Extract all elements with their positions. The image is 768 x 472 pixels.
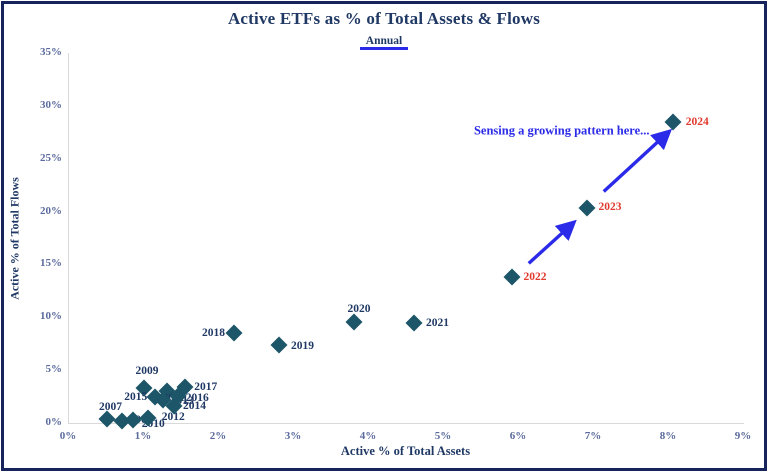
y-tick-label: 10% [40, 310, 62, 323]
data-point-label-2014: 2014 [183, 400, 206, 413]
data-point-label-2007: 2007 [99, 400, 122, 413]
data-point-2024 [664, 113, 682, 131]
y-tick-label: 5% [45, 363, 63, 376]
data-point-label-2015: 2015 [124, 390, 148, 403]
data-point-label-2022: 2022 [523, 271, 547, 284]
trend-arrow [527, 219, 577, 265]
data-point-label-2018: 2018 [202, 327, 225, 340]
x-tick-label: 2% [209, 430, 227, 442]
data-point-2023 [578, 199, 595, 217]
data-point-2021 [405, 314, 423, 332]
x-tick-label: 8% [659, 430, 677, 442]
data-point-label-2016: 2016 [185, 391, 209, 404]
trend-arrow [602, 128, 673, 193]
x-tick-label: 6% [509, 430, 527, 442]
data-point-label-2009: 2009 [135, 365, 159, 378]
chart-subtitle: Annual [359, 35, 409, 50]
data-point-2022 [503, 268, 520, 286]
data-point-2018 [225, 324, 243, 342]
chart-subtitle-wrap: Annual [0, 31, 768, 50]
x-tick-label: 0% [59, 430, 77, 442]
y-tick-label: 20% [40, 204, 62, 217]
x-axis-title: Active % of Total Assets [340, 444, 471, 458]
data-point-label-2023: 2023 [598, 201, 622, 214]
data-point-label-2024: 2024 [685, 115, 709, 128]
y-tick-label: 30% [40, 98, 62, 111]
x-tick-label: 3% [284, 430, 302, 442]
y-tick-label: 35% [40, 46, 62, 58]
data-point-label-2012: 2012 [161, 410, 185, 423]
x-tick-label: 7% [584, 430, 602, 442]
chart-title: Active ETFs as % of Total Assets & Flows [227, 9, 541, 28]
annotation-text: Sensing a growing pattern here... [473, 123, 650, 138]
x-tick-label: 9% [734, 430, 752, 442]
trend-arrows [527, 128, 673, 265]
x-tick-label: 4% [359, 430, 377, 442]
data-point-label-2020: 2020 [347, 302, 371, 315]
y-tick-label: 0% [45, 416, 63, 428]
data-point-label-2017: 2017 [194, 381, 218, 394]
data-point-label-2019: 2019 [291, 339, 314, 352]
data-point-label-2021: 2021 [426, 316, 449, 329]
y-tick-label: 15% [40, 257, 62, 270]
data-point-2019 [270, 336, 288, 354]
data-point-2020 [345, 313, 363, 330]
x-tick-label: 5% [434, 430, 452, 442]
x-tick-label: 1% [134, 430, 152, 442]
plot-area: Sensing a growing pattern here... 2007 200… [68, 53, 744, 430]
y-tick-label: 25% [40, 151, 62, 164]
